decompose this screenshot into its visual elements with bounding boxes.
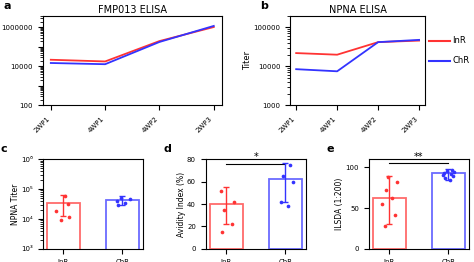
Point xyxy=(393,180,401,184)
Point xyxy=(446,177,454,182)
Text: **: ** xyxy=(414,152,424,162)
Text: e: e xyxy=(327,144,334,154)
Point xyxy=(447,172,455,176)
Text: b: b xyxy=(260,1,268,10)
Point xyxy=(286,163,294,167)
Point xyxy=(277,200,284,204)
Point xyxy=(114,203,121,207)
Point xyxy=(279,174,286,178)
Point xyxy=(448,168,456,172)
Text: *: * xyxy=(254,152,258,162)
Bar xyxy=(47,203,80,262)
Text: a: a xyxy=(3,1,11,10)
Point xyxy=(113,199,120,203)
Title: FMP013 ELISA: FMP013 ELISA xyxy=(98,5,167,15)
Bar xyxy=(106,200,139,262)
Text: InR: InR xyxy=(452,36,466,45)
Point xyxy=(289,179,296,184)
Point xyxy=(379,202,386,206)
Bar xyxy=(269,179,301,249)
Point xyxy=(284,204,292,208)
Point xyxy=(451,170,458,174)
Point xyxy=(217,189,224,193)
Point xyxy=(228,222,236,226)
Point xyxy=(53,209,60,214)
Point xyxy=(126,197,133,201)
Bar xyxy=(432,173,465,249)
Point xyxy=(440,171,447,175)
Point xyxy=(218,230,226,234)
Point xyxy=(443,169,450,173)
Point xyxy=(381,224,389,228)
Bar xyxy=(210,204,243,249)
Text: c: c xyxy=(0,144,7,154)
Point xyxy=(62,194,69,198)
Point xyxy=(64,202,72,206)
Point xyxy=(122,201,129,205)
Y-axis label: NPNA Titer: NPNA Titer xyxy=(11,183,20,225)
Point xyxy=(383,188,390,192)
Y-axis label: Avidity Index (%): Avidity Index (%) xyxy=(176,172,185,237)
Point xyxy=(230,200,237,204)
Point xyxy=(441,176,449,180)
Title: NPNA ELISA: NPNA ELISA xyxy=(328,5,387,15)
Point xyxy=(449,174,457,178)
Point xyxy=(389,196,396,200)
Y-axis label: Titer: Titer xyxy=(243,51,252,70)
Point xyxy=(65,215,73,219)
Point xyxy=(220,208,228,212)
Point xyxy=(439,173,447,177)
Text: d: d xyxy=(164,144,171,154)
Point xyxy=(117,195,125,200)
Point xyxy=(57,218,64,222)
Text: ChR: ChR xyxy=(452,56,469,65)
Point xyxy=(384,175,392,179)
Point xyxy=(392,212,399,217)
Bar xyxy=(373,198,406,249)
Y-axis label: ILSDA (1:200): ILSDA (1:200) xyxy=(335,178,344,230)
